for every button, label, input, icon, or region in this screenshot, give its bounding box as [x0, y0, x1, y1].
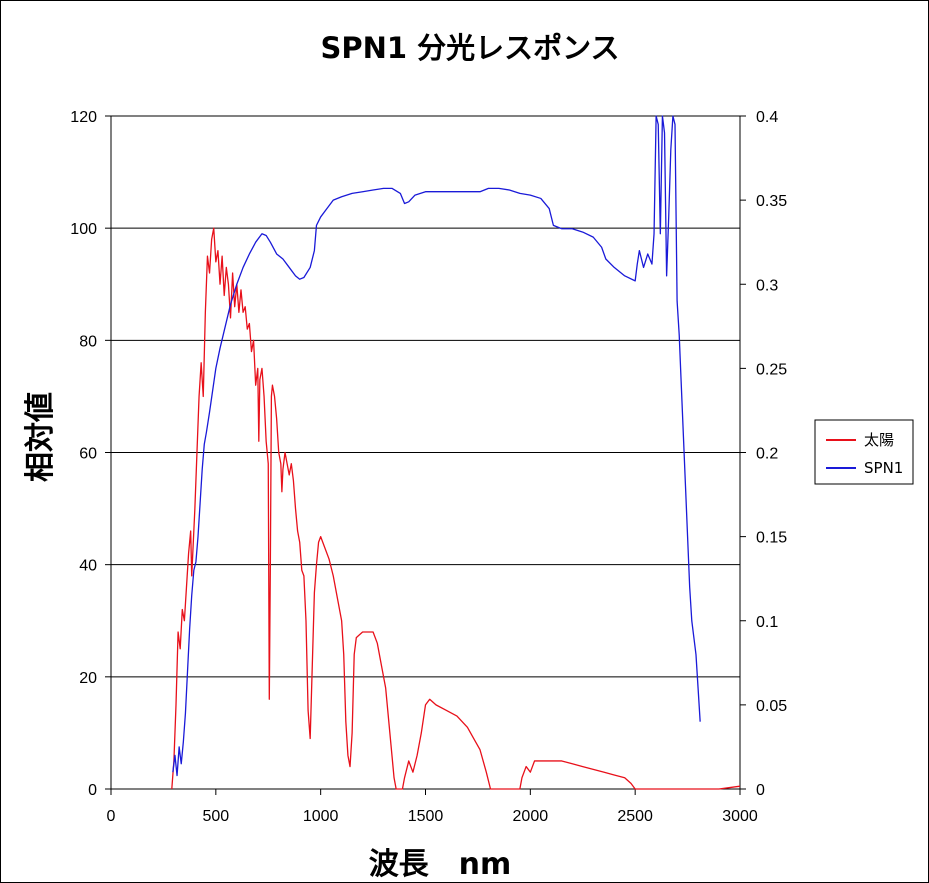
- left-tick-label: 120: [70, 109, 97, 126]
- x-axis-ticks: 0 500 1000 1500 2000 2500 3000: [107, 789, 758, 825]
- left-tick-label: 40: [79, 558, 97, 575]
- x-tick-label: 0: [107, 808, 116, 825]
- legend-label-spn1: SPN1: [864, 459, 903, 477]
- right-axis-ticks: 0 0.05 0.1 0.15 0.2 0.25 0.3 0.35 0.4: [740, 109, 787, 799]
- legend: 太陽 SPN1: [814, 419, 914, 485]
- left-tick-label: 80: [79, 333, 97, 350]
- x-tick-label: 2000: [513, 808, 549, 825]
- x-tick-label: 2500: [617, 808, 653, 825]
- right-tick-label: 0.05: [756, 698, 787, 715]
- x-tick-label: 3000: [722, 808, 758, 825]
- right-tick-label: 0.15: [756, 530, 787, 547]
- right-tick-label: 0.2: [756, 446, 778, 463]
- right-tick-label: 0: [756, 782, 765, 799]
- left-tick-label: 60: [79, 446, 97, 463]
- right-tick-label: 0.1: [756, 614, 778, 631]
- right-tick-label: 0.3: [756, 277, 778, 294]
- grid-lines: [111, 227, 740, 678]
- right-tick-label: 0.4: [756, 109, 778, 126]
- sun-series-line: [171, 227, 741, 790]
- legend-box: [814, 419, 914, 485]
- left-tick-label: 100: [70, 221, 97, 238]
- right-tick-label: 0.25: [756, 361, 787, 378]
- left-tick-label: 20: [79, 670, 97, 687]
- plot-lines: [171, 115, 741, 790]
- x-tick-label: 1500: [408, 808, 444, 825]
- x-tick-label: 500: [202, 808, 229, 825]
- y-axis-title: 相対値: [23, 392, 58, 482]
- x-axis-title: 波長 nm: [369, 847, 512, 882]
- x-tick-label: 1000: [303, 808, 339, 825]
- right-tick-label: 0.35: [756, 193, 787, 210]
- spn1-series-line: [172, 115, 701, 777]
- left-tick-label: 0: [88, 782, 97, 799]
- left-axis-ticks: 0 20 40 60 80 100 120: [70, 109, 111, 799]
- chart-title: SPN1 分光レスポンス: [320, 31, 619, 65]
- legend-label-sun: 太陽: [864, 431, 894, 449]
